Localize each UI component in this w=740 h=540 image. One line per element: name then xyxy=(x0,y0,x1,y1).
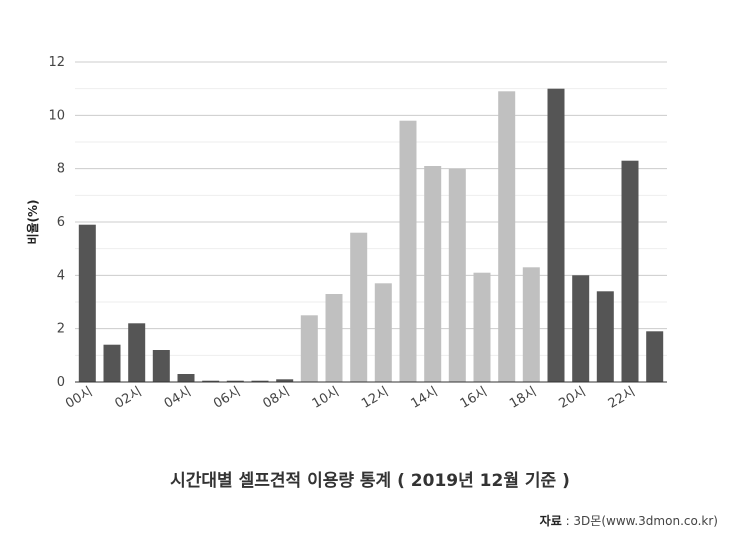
bar-22시 xyxy=(621,160,639,382)
bar-12시 xyxy=(374,283,392,382)
bar-14시 xyxy=(424,166,442,382)
y-tick-label: 4 xyxy=(57,268,65,283)
bar-01시 xyxy=(103,344,121,382)
bar-10시 xyxy=(325,294,343,382)
x-tick-label: 18시 xyxy=(507,384,539,411)
x-tick-label: 20시 xyxy=(556,384,588,411)
gridlines xyxy=(75,61,667,383)
y-tick-label: 10 xyxy=(48,108,65,123)
bar-23시 xyxy=(646,331,664,382)
bar-15시 xyxy=(448,168,466,382)
source-label: 자료 xyxy=(539,514,562,528)
bar-17시 xyxy=(498,91,516,383)
bar-19시 xyxy=(547,88,565,382)
bar-06시 xyxy=(226,380,244,382)
bar-21시 xyxy=(596,291,614,382)
x-tick-label: 10시 xyxy=(310,384,342,411)
x-tick-label: 12시 xyxy=(359,384,391,411)
bar-13시 xyxy=(399,120,417,382)
x-tick-label: 08시 xyxy=(260,384,292,411)
bar-11시 xyxy=(350,232,368,382)
bar-18시 xyxy=(522,267,540,382)
x-tick-label: 00시 xyxy=(63,384,95,411)
bar-chart: 0 2 4 6 8 10 12 00시 02시 04시 06시 08시 10시 12시 14시 16시 18시… xyxy=(25,55,667,412)
bar-03시 xyxy=(152,350,170,382)
x-tick-label: 02시 xyxy=(112,384,144,411)
bar-00시 xyxy=(78,224,96,382)
bar-09시 xyxy=(300,315,318,382)
bar-07시 xyxy=(251,380,269,382)
y-tick-label: 0 xyxy=(57,375,65,390)
bar-16시 xyxy=(473,272,491,382)
x-tick-label: 22시 xyxy=(606,384,638,411)
y-tick-labels: 0 2 4 6 8 10 12 xyxy=(48,55,65,390)
source-text: : 3D몬(www.3dmon.co.kr) xyxy=(561,514,718,528)
bar-20시 xyxy=(572,275,590,382)
bar-05시 xyxy=(202,380,220,382)
source-note: 자료 : 3D몬(www.3dmon.co.kr) xyxy=(540,512,718,529)
y-axis-label: 비율(%) xyxy=(25,199,40,244)
y-tick-label: 12 xyxy=(48,55,65,70)
y-tick-label: 8 xyxy=(57,162,65,177)
x-tick-label: 04시 xyxy=(162,384,194,411)
chart-title: 시간대별 셀프견적 이용량 통계 ( 2019년 12월 기준 ) xyxy=(170,471,570,491)
bars xyxy=(78,88,664,383)
bar-02시 xyxy=(128,323,146,382)
x-tick-label: 06시 xyxy=(211,384,243,411)
bar-04시 xyxy=(177,374,195,382)
x-tick-label: 16시 xyxy=(458,384,490,411)
y-tick-label: 6 xyxy=(57,215,65,230)
bar-08시 xyxy=(276,379,294,382)
x-tick-label: 14시 xyxy=(408,384,440,411)
y-tick-label: 2 xyxy=(57,322,65,337)
x-tick-labels: 00시 02시 04시 06시 08시 10시 12시 14시 16시 18시 20시 22시 xyxy=(63,384,638,411)
